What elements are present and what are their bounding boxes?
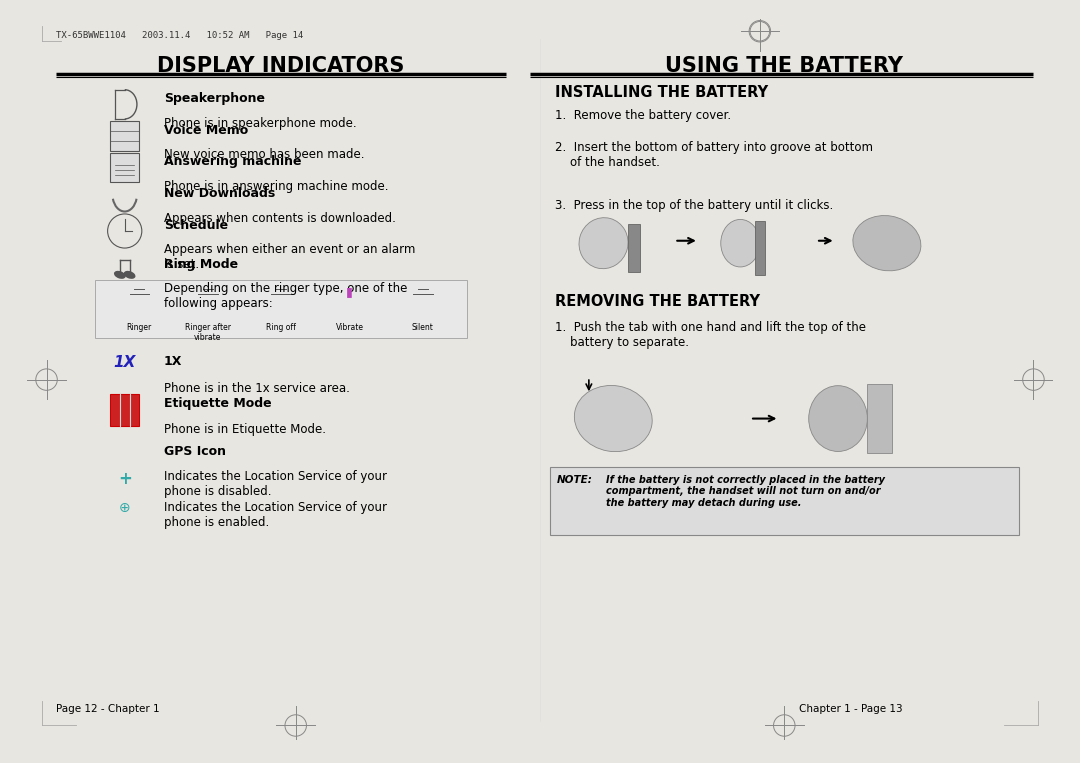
Bar — [627, 224, 640, 272]
Text: Etiquette Mode: Etiquette Mode — [164, 397, 271, 410]
Text: GPS Icon: GPS Icon — [164, 446, 226, 459]
Bar — [550, 467, 1018, 536]
Text: 2.  Insert the bottom of battery into groove at bottom
    of the handset.: 2. Insert the bottom of battery into gro… — [555, 141, 873, 169]
Text: New Downloads: New Downloads — [164, 187, 275, 200]
Text: Page 12 - Chapter 1: Page 12 - Chapter 1 — [56, 703, 160, 713]
Text: 1X: 1X — [164, 356, 183, 369]
Text: 1X: 1X — [113, 356, 136, 370]
Text: ▮: ▮ — [346, 285, 353, 298]
Ellipse shape — [809, 385, 867, 452]
Text: 3.  Press in the top of the battery until it clicks.: 3. Press in the top of the battery until… — [555, 199, 833, 212]
Text: Answering machine: Answering machine — [164, 156, 301, 169]
Text: Appears when contents is downloaded.: Appears when contents is downloaded. — [164, 211, 395, 224]
Text: Silent: Silent — [411, 323, 434, 332]
Bar — [110, 121, 139, 150]
Text: Phone is in answering machine mode.: Phone is in answering machine mode. — [164, 180, 389, 193]
Bar — [110, 394, 139, 426]
Text: Indicates the Location Service of your
phone is disabled.: Indicates the Location Service of your p… — [164, 470, 387, 497]
Text: Ring Mode: Ring Mode — [164, 258, 238, 271]
Text: Indicates the Location Service of your
phone is enabled.: Indicates the Location Service of your p… — [164, 501, 387, 530]
Text: Phone is in speakerphone mode.: Phone is in speakerphone mode. — [164, 117, 356, 130]
Text: Appears when either an event or an alarm
is set.: Appears when either an event or an alarm… — [164, 243, 415, 271]
Text: Vibrate: Vibrate — [336, 323, 364, 332]
Text: INSTALLING THE BATTERY: INSTALLING THE BATTERY — [555, 85, 768, 100]
Ellipse shape — [114, 271, 125, 278]
Text: New voice memo has been made.: New voice memo has been made. — [164, 148, 364, 161]
Text: USING THE BATTERY: USING THE BATTERY — [665, 56, 903, 76]
Text: NOTE:: NOTE: — [557, 475, 593, 485]
Ellipse shape — [124, 271, 135, 278]
Bar — [110, 153, 139, 182]
Bar — [95, 280, 467, 338]
Ellipse shape — [720, 220, 760, 267]
Bar — [755, 221, 765, 275]
Text: Schedule: Schedule — [164, 219, 228, 232]
Bar — [867, 385, 892, 452]
Text: +: + — [118, 470, 132, 488]
Text: TX-65BWWE1104   2003.11.4   10:52 AM   Page 14: TX-65BWWE1104 2003.11.4 10:52 AM Page 14 — [56, 31, 303, 40]
Text: 1.  Push the tab with one hand and lift the top of the
    battery to separate.: 1. Push the tab with one hand and lift t… — [555, 321, 866, 349]
Text: Voice Memo: Voice Memo — [164, 124, 248, 137]
Text: Ringer: Ringer — [126, 323, 152, 332]
Text: ⊕: ⊕ — [119, 501, 131, 515]
Text: 1.  Remove the battery cover.: 1. Remove the battery cover. — [555, 109, 731, 122]
Text: Ring off: Ring off — [266, 323, 296, 332]
Ellipse shape — [853, 216, 921, 271]
Text: Chapter 1 - Page 13: Chapter 1 - Page 13 — [799, 703, 903, 713]
Ellipse shape — [579, 217, 629, 269]
Ellipse shape — [575, 385, 652, 452]
Text: DISPLAY INDICATORS: DISPLAY INDICATORS — [158, 56, 405, 76]
Text: Ringer after
vibrate: Ringer after vibrate — [185, 323, 231, 342]
Text: Phone is in Etiquette Mode.: Phone is in Etiquette Mode. — [164, 423, 326, 436]
Text: REMOVING THE BATTERY: REMOVING THE BATTERY — [555, 295, 759, 309]
Text: If the battery is not correctly placed in the battery
compartment, the handset w: If the battery is not correctly placed i… — [606, 475, 885, 508]
Text: Speakerphone: Speakerphone — [164, 92, 265, 105]
Text: Depending on the ringer type, one of the
following appears:: Depending on the ringer type, one of the… — [164, 282, 407, 310]
Text: Phone is in the 1x service area.: Phone is in the 1x service area. — [164, 382, 350, 395]
